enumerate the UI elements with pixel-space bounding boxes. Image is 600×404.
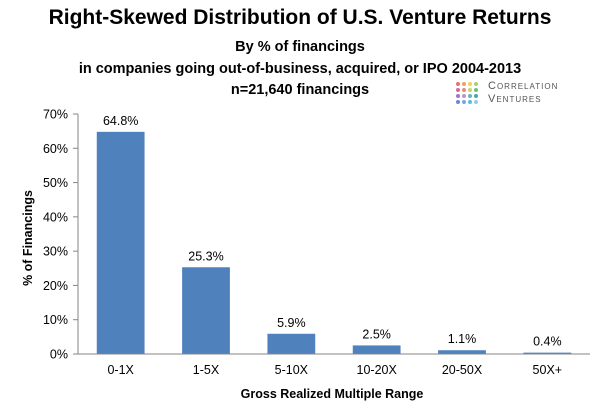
y-tick-label: 20% — [43, 279, 68, 293]
data-label: 0.4% — [533, 335, 562, 349]
data-label: 2.5% — [362, 327, 391, 341]
logo-dots-icon — [456, 82, 478, 104]
y-tick-label: 70% — [43, 108, 68, 122]
y-axis-title: % of Financings — [21, 190, 35, 286]
y-tick-label: 0% — [50, 348, 68, 362]
bar-5-10x — [267, 333, 316, 354]
logo-line-2: Ventures — [488, 93, 542, 105]
data-label: 64.8% — [103, 114, 138, 128]
bar-20-50x — [438, 350, 486, 354]
bar-10-20x — [352, 345, 401, 354]
bar-0-1x — [96, 131, 145, 354]
x-tick-label: 20-50X — [442, 363, 483, 377]
bar-50x- — [523, 352, 572, 354]
data-label: 25.3% — [188, 249, 223, 263]
y-tick-label: 10% — [43, 313, 68, 327]
data-label: 1.1% — [448, 332, 477, 346]
logo-text: Correlation Ventures — [488, 80, 558, 106]
data-label: 5.9% — [277, 316, 306, 330]
y-tick-label: 60% — [43, 142, 68, 156]
chart-subtitle-line-2: in companies going out-of-business, acqu… — [78, 61, 522, 77]
x-tick-label: 10-20X — [357, 363, 398, 377]
y-tick-label: 50% — [43, 176, 68, 190]
y-tick-label: 40% — [43, 210, 68, 224]
x-tick-label: 5-10X — [275, 363, 309, 377]
x-tick-label: 1-5X — [193, 363, 220, 377]
x-tick-label: 50X+ — [533, 363, 563, 377]
chart-subtitle-line-1: By % of financings — [235, 39, 365, 55]
chart-subtitle-line-3: n=21,640 financings — [230, 82, 370, 98]
bar-1-5x — [182, 267, 230, 354]
logo-line-1: Correlation — [488, 80, 559, 92]
x-axis-title: Gross Realized Multiple Range — [241, 387, 424, 401]
y-tick-label: 30% — [43, 245, 68, 259]
correlation-ventures-logo: Correlation Ventures — [455, 80, 595, 108]
chart-title: Right-Skewed Distribution of U.S. Ventur… — [48, 6, 552, 29]
x-tick-label: 0-1X — [107, 363, 134, 377]
